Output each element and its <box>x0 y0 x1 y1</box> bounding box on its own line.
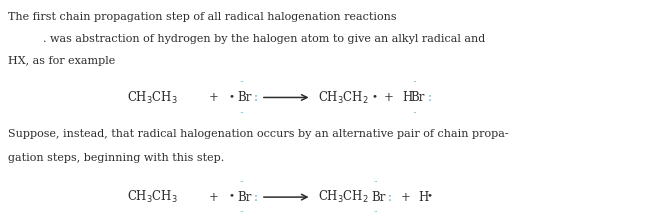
Text: ··: ·· <box>239 78 243 86</box>
Text: :: : <box>254 191 258 204</box>
Text: +: + <box>209 91 219 104</box>
Text: •: • <box>228 191 234 201</box>
Text: Suppose, instead, that radical halogenation occurs by an alternative pair of cha: Suppose, instead, that radical halogenat… <box>8 129 508 139</box>
Text: ··: ·· <box>413 78 417 86</box>
Text: +: + <box>384 91 394 104</box>
Text: ··: ·· <box>373 178 378 186</box>
Text: H: H <box>419 191 429 204</box>
Text: Br: Br <box>371 191 386 204</box>
Text: :: : <box>388 191 392 204</box>
Text: The first chain propagation step of all radical halogenation reactions: The first chain propagation step of all … <box>8 12 397 22</box>
Text: +: + <box>400 191 410 204</box>
Text: +: + <box>209 191 219 204</box>
Text: ··: ·· <box>239 208 243 216</box>
Text: . was abstraction of hydrogen by the halogen atom to give an alkyl radical and: . was abstraction of hydrogen by the hal… <box>8 34 485 44</box>
Text: CH$_3$CH$_2$: CH$_3$CH$_2$ <box>318 89 369 106</box>
Text: •: • <box>371 92 377 101</box>
Text: HX, as for example: HX, as for example <box>8 56 115 66</box>
Text: :: : <box>428 91 432 104</box>
Text: Br: Br <box>237 91 251 104</box>
Text: •: • <box>426 191 432 201</box>
Text: ··: ·· <box>239 178 243 186</box>
Text: CH$_3$CH$_3$: CH$_3$CH$_3$ <box>127 89 177 106</box>
Text: CH$_3$CH$_3$: CH$_3$CH$_3$ <box>127 189 177 205</box>
Text: ··: ·· <box>373 208 378 216</box>
Text: Br: Br <box>411 91 425 104</box>
Text: :: : <box>254 91 258 104</box>
Text: CH$_3$CH$_2$: CH$_3$CH$_2$ <box>318 189 369 205</box>
Text: •: • <box>228 92 234 101</box>
Text: ··: ·· <box>413 109 417 117</box>
Text: Br: Br <box>237 191 251 204</box>
Text: gation steps, beginning with this step.: gation steps, beginning with this step. <box>8 153 224 163</box>
Text: H: H <box>402 91 413 104</box>
Text: ··: ·· <box>239 109 243 117</box>
